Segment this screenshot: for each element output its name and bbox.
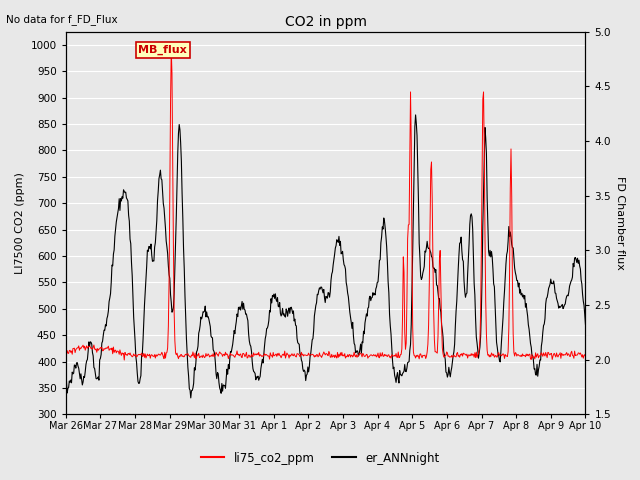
Text: No data for f_FD_Flux: No data for f_FD_Flux [6, 14, 118, 25]
Text: MB_flux: MB_flux [138, 45, 188, 55]
Y-axis label: LI7500 CO2 (ppm): LI7500 CO2 (ppm) [15, 172, 25, 274]
Legend: li75_co2_ppm, er_ANNnight: li75_co2_ppm, er_ANNnight [196, 447, 444, 469]
Title: CO2 in ppm: CO2 in ppm [285, 15, 367, 29]
Y-axis label: FD Chamber flux: FD Chamber flux [615, 176, 625, 270]
